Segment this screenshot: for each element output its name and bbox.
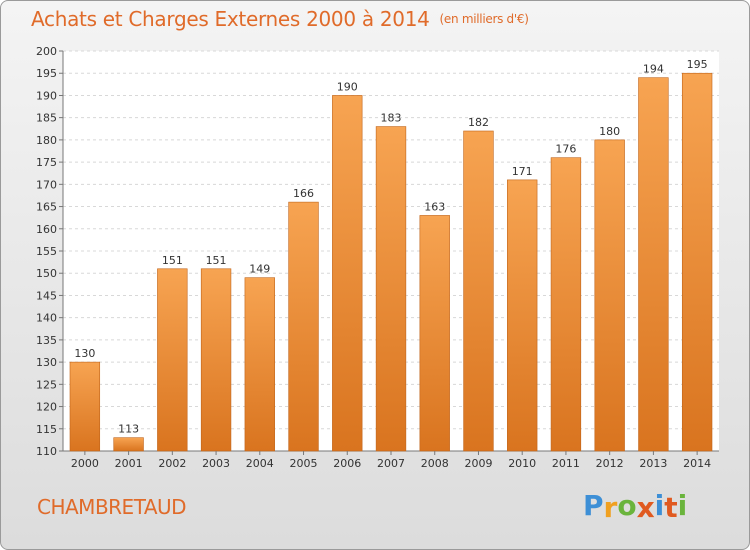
bar xyxy=(594,139,625,452)
y-tick-label: 155 xyxy=(36,245,57,258)
data-label: 180 xyxy=(599,125,620,138)
logo-letter: t xyxy=(664,491,678,524)
x-tick-label: 2013 xyxy=(639,457,667,470)
proxiti-logo: Proxiti xyxy=(583,489,688,524)
data-label: 176 xyxy=(555,143,576,156)
y-tick-label: 110 xyxy=(36,445,57,458)
bar xyxy=(375,126,407,452)
bar xyxy=(463,130,494,452)
data-label: 149 xyxy=(249,263,270,276)
x-tick-label: 2001 xyxy=(115,457,143,470)
y-tick-label: 125 xyxy=(36,378,57,391)
data-label: 182 xyxy=(468,116,489,129)
data-label: 190 xyxy=(337,80,358,93)
x-tick-label: 2010 xyxy=(508,457,536,470)
y-tick-label: 135 xyxy=(36,334,57,347)
logo-letter: r xyxy=(603,491,618,524)
logo-letter: i xyxy=(677,489,688,522)
bar xyxy=(244,277,275,452)
data-label: 113 xyxy=(118,423,139,436)
x-tick-label: 2012 xyxy=(596,457,624,470)
x-tick-label: 2000 xyxy=(71,457,99,470)
logo-letter: o xyxy=(617,489,637,522)
x-tick-label: 2011 xyxy=(552,457,580,470)
y-tick-label: 175 xyxy=(36,156,57,169)
y-tick-label: 200 xyxy=(36,45,57,58)
data-label: 183 xyxy=(381,112,402,125)
bar xyxy=(288,201,319,452)
y-tick-label: 170 xyxy=(36,178,57,191)
bar xyxy=(638,77,669,452)
logo-letter: P xyxy=(583,489,604,522)
y-tick-label: 195 xyxy=(36,67,57,80)
x-tick-label: 2007 xyxy=(377,457,405,470)
chart-title: Achats et Charges Externes 2000 à 2014 (e… xyxy=(31,7,529,33)
bar xyxy=(550,157,582,452)
y-tick-label: 180 xyxy=(36,134,57,147)
data-label: 151 xyxy=(162,254,183,267)
data-label: 163 xyxy=(424,200,445,213)
data-label: 194 xyxy=(643,63,664,76)
bar xyxy=(113,437,144,452)
logo-letter: x xyxy=(636,491,655,524)
x-tick-label: 2006 xyxy=(333,457,361,470)
bar xyxy=(681,72,713,452)
x-tick-label: 2004 xyxy=(246,457,274,470)
y-tick-label: 150 xyxy=(36,267,57,280)
data-label: 151 xyxy=(206,254,227,267)
y-tick-label: 140 xyxy=(36,312,57,325)
y-tick-label: 185 xyxy=(36,112,57,125)
x-tick-label: 2009 xyxy=(464,457,492,470)
bar xyxy=(507,179,538,452)
logo-letter: i xyxy=(654,489,665,522)
chart-subtitle: (en milliers d'€) xyxy=(439,12,529,26)
town-name: CHAMBRETAUD xyxy=(37,495,187,519)
x-tick-label: 2008 xyxy=(421,457,449,470)
bar xyxy=(200,268,232,452)
x-tick-label: 2014 xyxy=(683,457,711,470)
y-tick-label: 165 xyxy=(36,201,57,214)
x-tick-label: 2002 xyxy=(158,457,186,470)
x-tick-label: 2005 xyxy=(290,457,318,470)
data-label: 130 xyxy=(74,347,95,360)
data-label: 166 xyxy=(293,187,314,200)
y-tick-label: 115 xyxy=(36,423,57,436)
bar xyxy=(332,95,363,452)
y-tick-label: 130 xyxy=(36,356,57,369)
y-tick-label: 160 xyxy=(36,223,57,236)
x-tick-label: 2003 xyxy=(202,457,230,470)
bar xyxy=(419,215,450,452)
y-tick-label: 120 xyxy=(36,401,57,414)
data-label: 171 xyxy=(512,165,533,178)
data-label: 195 xyxy=(687,58,708,71)
bar xyxy=(69,361,101,452)
y-tick-label: 145 xyxy=(36,289,57,302)
title-text: Achats et Charges Externes 2000 à 2014 xyxy=(31,7,430,31)
y-tick-label: 190 xyxy=(36,89,57,102)
bar xyxy=(157,268,188,452)
